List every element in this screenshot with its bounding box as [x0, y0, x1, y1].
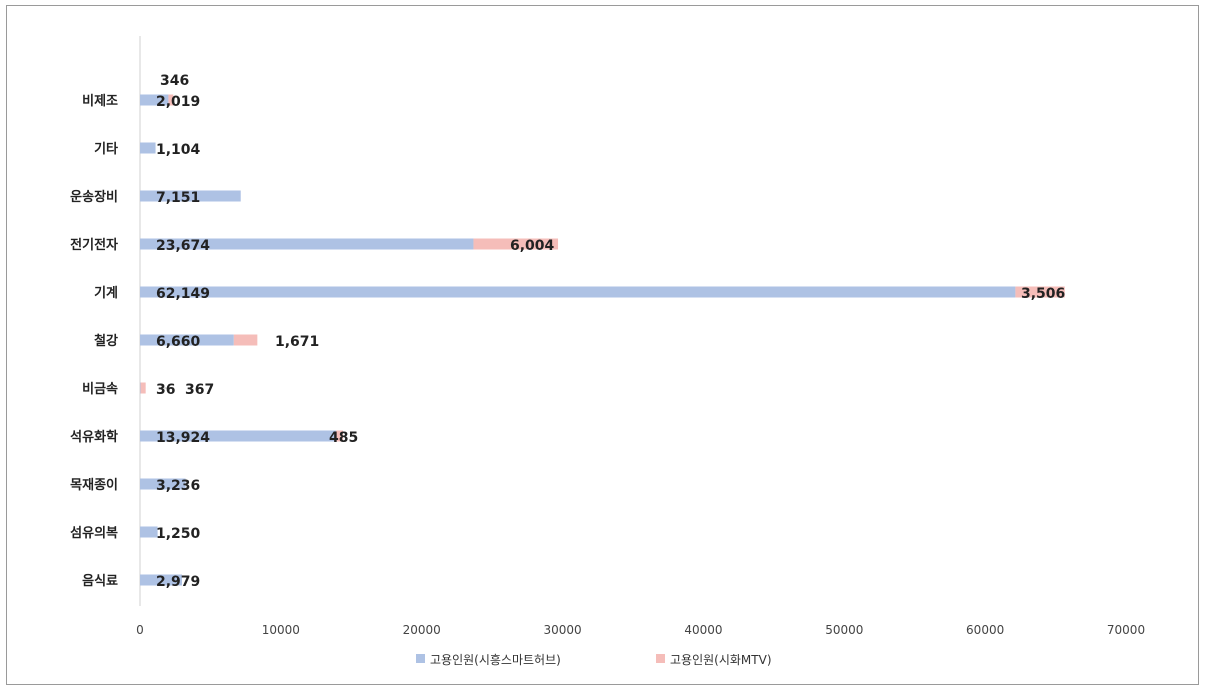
data-label-series1: 2,979 [156, 574, 200, 590]
data-label-series1: 62,149 [156, 286, 210, 302]
category-label: 석유화학 [70, 429, 118, 445]
data-label-series1: 6,660 [156, 334, 201, 350]
data-label-series1: 3,236 [156, 478, 200, 494]
data-label-series2: 367 [185, 382, 214, 398]
data-label-series2: 485 [329, 430, 358, 446]
bar-series2 [336, 430, 343, 442]
bar-series2 [1015, 286, 1065, 298]
x-tick-label: 60000 [966, 623, 1004, 637]
category-label: 기타 [94, 141, 118, 157]
labels-layer: 2,979 1,250 3,236 13,924 36 6,660 62,149 23,674… [156, 73, 1065, 590]
axis-layer: 0 10000 20000 30000 40000 50000 60000 70000 음식료 섬… [70, 36, 1145, 637]
bar-series1 [140, 382, 141, 394]
data-label-series2: 3,506 [1021, 286, 1065, 302]
data-label-series1: 1,250 [156, 526, 201, 542]
bar-series1 [140, 430, 337, 442]
bar-series2 [168, 94, 174, 106]
bars-layer [140, 94, 1065, 586]
x-tick-label: 0 [136, 623, 144, 637]
bar-series1 [140, 286, 1016, 298]
category-label: 목재종이 [70, 477, 118, 493]
data-label-series2: 6,004 [510, 238, 555, 254]
category-label: 철강 [94, 333, 118, 349]
data-label-series1: 13,924 [156, 430, 210, 446]
legend-swatch-series2 [656, 654, 665, 663]
x-tick-label: 50000 [825, 623, 863, 637]
x-tick-label: 70000 [1107, 623, 1145, 637]
bar-series1 [140, 94, 169, 106]
category-label: 전기전자 [70, 237, 118, 253]
data-label-series1: 7,151 [156, 190, 200, 206]
bar-series2 [473, 238, 559, 250]
category-label: 비제조 [82, 94, 118, 109]
x-tick-label: 20000 [403, 623, 441, 637]
category-label: 음식료 [82, 573, 118, 589]
data-label-series2: 346 [160, 73, 189, 89]
data-label-series1: 36 [156, 382, 175, 398]
data-label-series1: 1,104 [156, 142, 201, 158]
x-tick-label: 10000 [262, 623, 300, 637]
category-label: 비금속 [82, 382, 118, 397]
bar-series1 [140, 190, 241, 202]
bar-series1 [140, 478, 186, 490]
data-label-series1: 2,019 [156, 94, 200, 110]
legend: 고용인원(시흥스마트허브) 고용인원(시화MTV) [416, 653, 772, 667]
bar-series1 [140, 238, 474, 250]
bar-series2 [140, 382, 146, 394]
category-label: 운송장비 [70, 189, 118, 205]
category-label: 섬유의복 [70, 525, 118, 541]
legend-label-series2: 고용인원(시화MTV) [670, 653, 772, 667]
category-label: 기계 [94, 286, 118, 301]
legend-label-series1: 고용인원(시흥스마트허브) [430, 653, 561, 667]
bar-series1 [140, 142, 156, 154]
bar-series1 [140, 574, 182, 586]
bar-series1 [140, 334, 234, 346]
x-tick-label: 40000 [684, 623, 722, 637]
data-label-series2: 1,671 [275, 334, 319, 350]
x-tick-label: 30000 [543, 623, 581, 637]
bar-series2 [233, 334, 258, 346]
legend-swatch-series1 [416, 654, 425, 663]
bar-series1 [140, 526, 158, 538]
data-label-series1: 23,674 [156, 238, 210, 254]
